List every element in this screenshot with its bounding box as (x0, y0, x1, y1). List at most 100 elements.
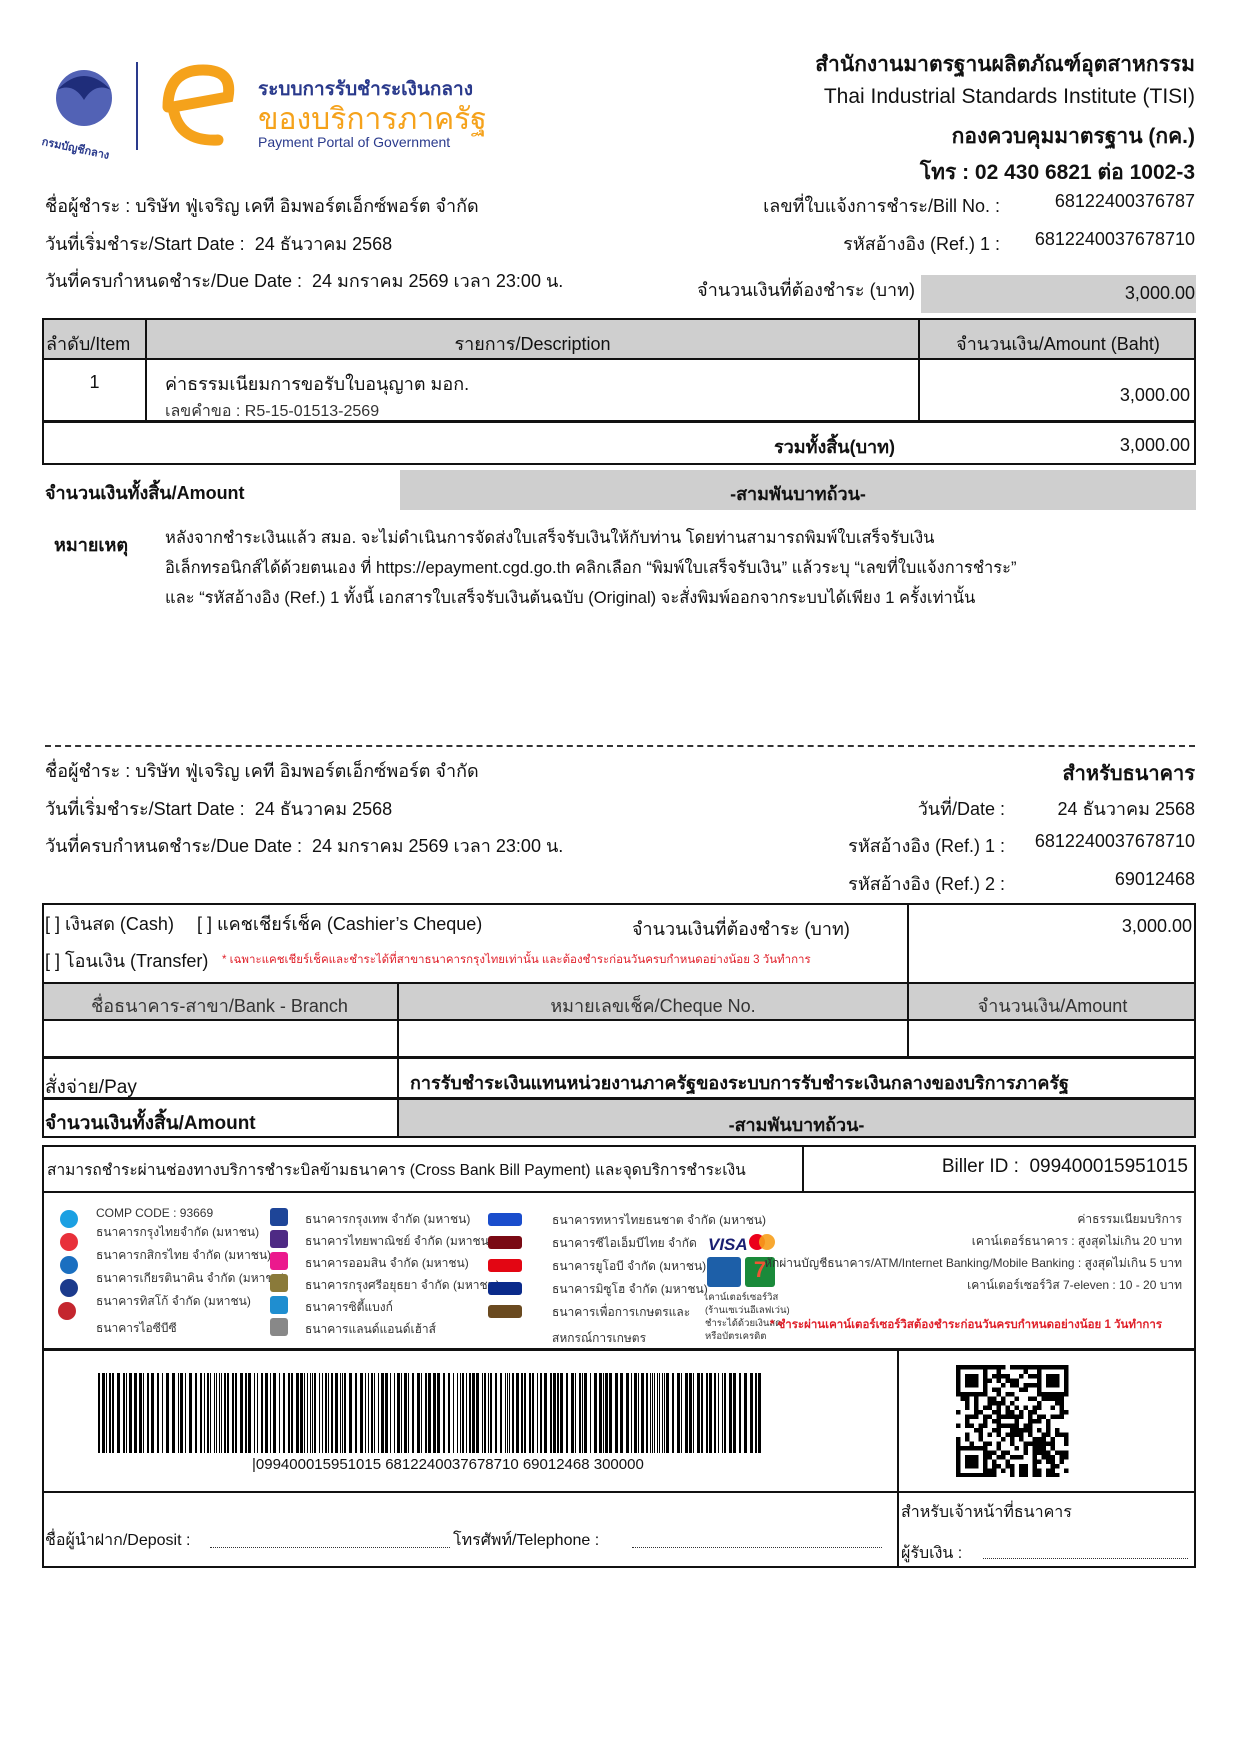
qr-module (1014, 1432, 1019, 1437)
bank-logo (58, 1302, 76, 1320)
qr-module (1059, 1401, 1064, 1406)
qr-module (1010, 1473, 1015, 1477)
qr-module (983, 1392, 988, 1397)
barcode-bar (344, 1373, 346, 1453)
fee-line: เคาน์เตอร์ธนาคาร : สูงสุดไม่เกิน 20 บาท (971, 1234, 1182, 1248)
qr-module (1050, 1392, 1055, 1397)
row-amount: 3,000.00 (1119, 385, 1190, 405)
qr-module (1032, 1405, 1037, 1410)
barcode-bar (189, 1373, 192, 1453)
divider (897, 1349, 899, 1568)
qr-module (1055, 1401, 1060, 1406)
receiver-field[interactable] (983, 1557, 1188, 1559)
qr-module (1041, 1432, 1046, 1437)
slip-ref2-label: รหัสอ้างอิง (Ref.) 2 : (848, 874, 1005, 894)
qr-module (1055, 1374, 1060, 1379)
barcode-bar (180, 1373, 183, 1453)
barcode-bar (185, 1373, 186, 1453)
divider (42, 1019, 1196, 1021)
barcode-bar (529, 1373, 531, 1453)
qr-module (1032, 1468, 1037, 1473)
slip-payer: ชื่อผู้ชำระ : บริษัท ฟู่เจริญ เคที อิมพอ… (45, 756, 479, 785)
bank-logo (488, 1213, 522, 1226)
barcode-bar (325, 1373, 327, 1453)
divider (42, 982, 1196, 984)
qr-module (1037, 1383, 1042, 1388)
qr-module (992, 1473, 997, 1477)
counter-service-logo (707, 1257, 741, 1287)
barcode-bar (401, 1373, 402, 1453)
barcode-bar (550, 1373, 552, 1453)
qr-module (1028, 1410, 1033, 1415)
qr-module (965, 1473, 970, 1477)
qr-module (1005, 1450, 1010, 1455)
barcode-bar (139, 1373, 142, 1453)
col-bank-branch: ชื่อธนาคาร-สาขา/Bank - Branch (91, 996, 348, 1016)
bank-name: สหกรณ์การเกษตร (552, 1331, 647, 1345)
qr-module (983, 1365, 988, 1370)
barcode-bar (437, 1373, 440, 1453)
qr-module (1046, 1383, 1051, 1388)
telephone-field[interactable] (632, 1546, 882, 1548)
bill-no-label: เลขที่ใบแจ้งการชำระ/Bill No. : (763, 196, 1000, 216)
qr-module (1019, 1468, 1024, 1473)
bank-logo (60, 1279, 78, 1297)
barcode-bar (532, 1373, 534, 1453)
qr-module (969, 1446, 974, 1451)
barcode-bar (204, 1373, 205, 1453)
barcode-bar (662, 1373, 663, 1453)
payer-value: บริษัท ฟู่เจริญ เคที อิมพอร์ตเอ็กซ์พอร์ต… (135, 196, 479, 216)
deposit-field[interactable] (210, 1546, 450, 1548)
barcode-bar (659, 1373, 660, 1453)
cash-checkbox[interactable]: [ ] เงินสด (Cash) (45, 914, 174, 934)
cheque-checkbox[interactable]: [ ] แคชเชียร์เช็ค (Cashier’s Cheque) (197, 914, 483, 934)
qr-module (1050, 1468, 1055, 1473)
barcode-bar (143, 1373, 144, 1453)
receiver-label: ผู้รับเงิน : (901, 1545, 963, 1562)
barcode-bar (664, 1373, 665, 1453)
qr-module (974, 1365, 979, 1370)
slip-start-value: 24 ธันวาคม 2568 (254, 799, 393, 819)
slip-date: 24 ธันวาคม 2568 (1057, 799, 1195, 819)
qr-module (1055, 1432, 1060, 1437)
garuda-logo (45, 62, 123, 134)
qr-module (978, 1437, 983, 1442)
bank-name: ธนาคารไอซีบีซี (96, 1321, 177, 1335)
qr-module (969, 1459, 974, 1464)
barcode-bar (129, 1373, 132, 1453)
amount-words-label: จำนวนเงินทั้งสิ้น/Amount (45, 483, 245, 503)
qr-module (996, 1419, 1001, 1424)
visa-logo: VISA (708, 1235, 748, 1254)
barcode-bar (657, 1373, 658, 1453)
qr-module (1064, 1378, 1069, 1383)
qr-module (1046, 1423, 1051, 1428)
barcode-bar (300, 1373, 303, 1453)
barcode-bar (200, 1373, 202, 1453)
amount-due: 3,000.00 (1124, 283, 1195, 303)
qr-module (1064, 1432, 1069, 1437)
qr-module (1037, 1468, 1042, 1473)
mastercard-logo (748, 1233, 776, 1251)
transfer-checkbox[interactable]: [ ] โอนเงิน (Transfer) (45, 951, 209, 971)
qr-module (1019, 1374, 1024, 1379)
qr-module (996, 1446, 1001, 1451)
barcode-bar (681, 1373, 682, 1453)
barcode-bar (584, 1373, 587, 1453)
qr-module (1050, 1441, 1055, 1446)
barcode-bar (714, 1373, 716, 1453)
barcode-bar (178, 1373, 179, 1453)
bank-name: ธนาคารทหารไทยธนชาต จำกัด (มหาชน) (552, 1213, 767, 1227)
barcode-bar (134, 1373, 137, 1453)
barcode-bar (722, 1373, 723, 1453)
qr-module (1023, 1387, 1028, 1392)
portal-logo-line2: ของบริการภาครัฐ (258, 103, 487, 136)
barcode-bar (603, 1373, 604, 1453)
qr-module (1019, 1410, 1024, 1415)
qr-module (978, 1428, 983, 1433)
qr-module (996, 1378, 1001, 1383)
divider (42, 1056, 1196, 1059)
barcode-bar (718, 1373, 719, 1453)
qr-module (1028, 1383, 1033, 1388)
start-value: 24 ธันวาคม 2568 (254, 234, 393, 254)
cut-line (45, 745, 1195, 747)
